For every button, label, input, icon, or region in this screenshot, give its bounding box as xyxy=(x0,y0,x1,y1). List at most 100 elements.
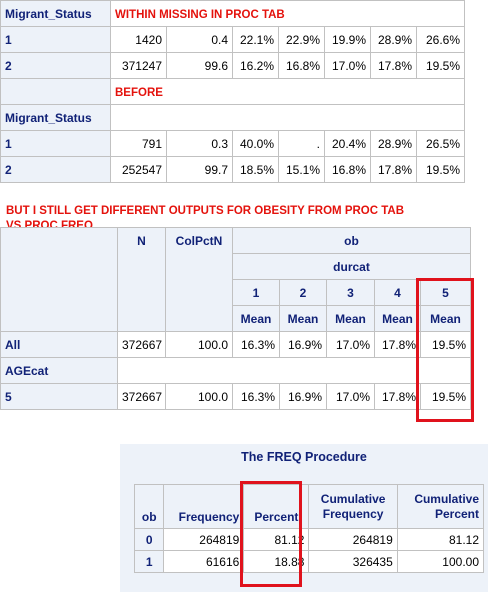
table-cell: 252547 xyxy=(110,156,167,183)
table-cell: 371247 xyxy=(110,52,167,79)
table-cell: 791 xyxy=(110,130,167,157)
freq-header-ob: ob xyxy=(133,484,165,529)
freq-cumulative-frequency-value: 326435 xyxy=(308,550,398,573)
table-cell: 16.8% xyxy=(324,156,371,183)
table-cell: 26.5% xyxy=(415,130,466,157)
migrant-status-table: Migrant_Status WITHIN MISSING IN PROC TA… xyxy=(0,0,466,183)
header-row-ob: N ColPctN ob xyxy=(0,227,471,332)
freq-header-row: ob Frequency Percent Cumulative Frequenc… xyxy=(133,484,485,529)
table-cell: 40.0% xyxy=(232,130,279,157)
header-row-durcat: durcat xyxy=(1,253,471,280)
table-cell: 100.0 xyxy=(165,383,233,410)
group-ob-header: ob xyxy=(232,227,471,254)
freq-ob-value: 1 xyxy=(133,550,165,573)
freq-ob-value: 0 xyxy=(133,528,165,551)
table-cell: 18.5% xyxy=(232,156,279,183)
durcat-level-header: 2 xyxy=(279,279,327,306)
col-n-header: N xyxy=(117,227,166,332)
table-cell: 16.3% xyxy=(232,383,280,410)
header-row-before: Migrant_Status xyxy=(0,104,466,131)
freq-header-cumulative-percent: Cumulative Percent xyxy=(396,484,485,529)
group-durcat-header: durcat xyxy=(232,253,471,280)
durcat-level-header: 1 xyxy=(232,279,280,306)
table-cell: 372667 xyxy=(117,383,166,410)
row-label: 1 xyxy=(0,26,111,53)
freq-percent-value: 81.12 xyxy=(243,528,310,551)
freq-header-frequency: Frequency xyxy=(163,484,245,529)
freq-cumulative-frequency-value: 264819 xyxy=(308,528,398,551)
table-cell: 17.8% xyxy=(374,383,421,410)
freq-title: The FREQ Procedure xyxy=(241,450,367,464)
table-cell: 17.8% xyxy=(370,52,417,79)
row-header-label: Migrant_Status xyxy=(0,0,111,27)
table-row: 1 791 0.3 40.0%. 20.4% 28.9% 26.5% xyxy=(0,130,466,157)
table-cell: 17.8% xyxy=(374,331,421,358)
freq-table: ob Frequency Percent Cumulative Frequenc… xyxy=(133,484,485,573)
table-cell: 17.0% xyxy=(326,331,375,358)
durcat-level-header: 3 xyxy=(326,279,375,306)
caption-within-missing: WITHIN MISSING IN PROC TAB xyxy=(115,8,285,21)
table-cell: 17.0% xyxy=(326,383,375,410)
durcat-level-header: 4 xyxy=(374,279,421,306)
row-label: 1 xyxy=(0,130,111,157)
header-row-stat: Mean Mean Mean Mean Mean xyxy=(1,305,471,332)
table-row: All 372667 100.0 16.3% 16.9% 17.0% 17.8% 19.5% xyxy=(0,331,471,358)
table-cell: 99.6 xyxy=(166,52,233,79)
stat-mean-header: Mean xyxy=(232,305,280,332)
table-cell: 26.6% xyxy=(415,26,466,53)
table-cell: 16.9% xyxy=(279,383,327,410)
row-label: All xyxy=(0,331,118,358)
table-cell: 19.9% xyxy=(324,26,371,53)
corner-cell xyxy=(0,227,118,332)
table-cell: 19.5% xyxy=(415,156,466,183)
stat-mean-header: Mean xyxy=(279,305,327,332)
before-caption-row: BEFORE xyxy=(0,78,466,105)
durcat-level-header: 5 xyxy=(420,279,471,306)
row-label: 5 xyxy=(0,383,118,410)
table-cell: 16.3% xyxy=(232,331,280,358)
blank-cell xyxy=(0,78,111,105)
table-cell: 1420 xyxy=(110,26,167,53)
table-cell: 0.4 xyxy=(166,26,233,53)
table-cell: . xyxy=(278,130,325,157)
table-cell: 99.7 xyxy=(166,156,233,183)
table-cell: 17.8% xyxy=(370,156,417,183)
table-row: 1 61616 18.88 326435 100.00 xyxy=(133,550,485,573)
table-cell: 0.3 xyxy=(166,130,233,157)
row-label: 2 xyxy=(0,156,111,183)
caption-before: BEFORE xyxy=(115,86,163,99)
table-cell: 19.5% xyxy=(420,331,471,358)
agecat-row: AGEcat xyxy=(0,357,471,384)
freq-percent-value: 18.88 xyxy=(243,550,310,573)
freq-cumulative-percent-value: 100.00 xyxy=(396,550,485,573)
table-cell: 28.9% xyxy=(370,130,417,157)
table-cell: 15.1% xyxy=(278,156,325,183)
table-row: 5 372667 100.0 16.3% 16.9% 17.0% 17.8% 19.5% xyxy=(0,383,471,410)
table-cell: 100.0 xyxy=(165,331,233,358)
stat-mean-header: Mean xyxy=(326,305,375,332)
table-row: 2 371247 99.6 16.2% 16.8% 17.0% 17.8% 19.5% xyxy=(0,52,466,79)
row-label-agecat: AGEcat xyxy=(0,357,118,384)
table-cell: 22.1% xyxy=(232,26,279,53)
freq-procedure-panel: The FREQ Procedure ob Frequency Percent … xyxy=(120,444,488,592)
table-cell: 372667 xyxy=(117,331,166,358)
table-row: 0 264819 81.12 264819 81.12 xyxy=(133,528,485,551)
row-label: 2 xyxy=(0,52,111,79)
table-cell: 16.2% xyxy=(232,52,279,79)
table-row: 1 1420 0.4 22.1% 22.9% 19.9% 28.9% 26.6% xyxy=(0,26,466,53)
table-cell: 28.9% xyxy=(370,26,417,53)
annotation-line-1: BUT I STILL GET DIFFERENT OUTPUTS FOR OB… xyxy=(6,205,405,217)
table-cell: 19.5% xyxy=(415,52,466,79)
table-cell: 20.4% xyxy=(324,130,371,157)
table-cell: 17.0% xyxy=(324,52,371,79)
table-cell: 19.5% xyxy=(420,383,471,410)
table-cell: 16.8% xyxy=(278,52,325,79)
table-cell: 22.9% xyxy=(278,26,325,53)
stat-mean-header: Mean xyxy=(420,305,471,332)
freq-header-cumulative-frequency: Cumulative Frequency xyxy=(308,484,398,529)
table-cell: 16.9% xyxy=(279,331,327,358)
freq-cumulative-percent-value: 81.12 xyxy=(396,528,485,551)
freq-frequency-value: 264819 xyxy=(163,528,245,551)
